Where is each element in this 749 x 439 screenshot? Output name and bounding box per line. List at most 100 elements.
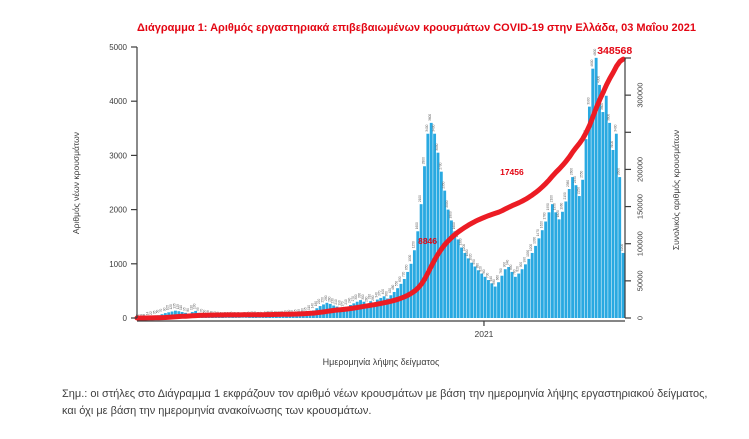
svg-text:70: 70 bbox=[159, 308, 163, 312]
svg-text:3400: 3400 bbox=[613, 124, 617, 131]
svg-text:1470: 1470 bbox=[536, 229, 540, 236]
svg-text:110: 110 bbox=[307, 305, 311, 310]
svg-text:1330: 1330 bbox=[533, 237, 537, 244]
svg-text:2600: 2600 bbox=[617, 168, 621, 175]
svg-text:780: 780 bbox=[499, 268, 503, 274]
svg-text:300: 300 bbox=[361, 294, 365, 300]
svg-text:17456: 17456 bbox=[500, 167, 524, 177]
svg-text:220: 220 bbox=[317, 299, 321, 305]
svg-text:110: 110 bbox=[179, 305, 183, 310]
svg-text:720: 720 bbox=[401, 271, 405, 277]
svg-text:3800: 3800 bbox=[600, 103, 604, 110]
svg-text:170: 170 bbox=[341, 301, 345, 307]
svg-text:200000: 200000 bbox=[636, 157, 645, 182]
svg-text:180: 180 bbox=[314, 301, 318, 307]
svg-text:150000: 150000 bbox=[636, 194, 645, 219]
svg-text:360: 360 bbox=[384, 291, 388, 297]
svg-text:280: 280 bbox=[324, 295, 328, 301]
svg-text:4300: 4300 bbox=[597, 76, 601, 83]
svg-text:210: 210 bbox=[334, 299, 338, 305]
svg-text:1780: 1780 bbox=[543, 212, 547, 219]
svg-text:50: 50 bbox=[156, 310, 160, 314]
svg-text:95: 95 bbox=[183, 307, 187, 311]
svg-text:28: 28 bbox=[209, 311, 213, 315]
svg-text:1250: 1250 bbox=[411, 241, 415, 248]
svg-text:300000: 300000 bbox=[636, 83, 645, 108]
svg-text:900: 900 bbox=[502, 262, 506, 268]
svg-text:1960: 1960 bbox=[559, 202, 563, 209]
svg-text:80: 80 bbox=[186, 308, 190, 312]
svg-text:820: 820 bbox=[479, 266, 483, 272]
svg-text:310: 310 bbox=[368, 294, 372, 300]
svg-text:3600: 3600 bbox=[428, 114, 432, 121]
svg-text:250: 250 bbox=[321, 297, 325, 303]
svg-text:240: 240 bbox=[347, 297, 351, 303]
svg-text:2000: 2000 bbox=[445, 200, 449, 207]
svg-text:2150: 2150 bbox=[563, 192, 567, 199]
svg-text:370: 370 bbox=[378, 290, 382, 296]
svg-text:3400: 3400 bbox=[425, 124, 429, 131]
footnote: Σημ.: οι στήλες στο Διάγραμμα 1 εκφράζου… bbox=[62, 388, 708, 418]
right-axis: 0 50000 100000 150000 200000 300000 bbox=[624, 57, 645, 320]
chart-title: Διάγραμμα 1: Αριθμός εργαστηριακά επιβεβ… bbox=[137, 22, 697, 34]
svg-text:230: 230 bbox=[331, 298, 335, 304]
x-axis-title: Ημερομηνία λήψης δείγματος bbox=[322, 357, 440, 367]
svg-text:2000: 2000 bbox=[109, 206, 127, 215]
svg-text:8846: 8846 bbox=[418, 236, 437, 246]
left-axis-title: Αριθμός νέων κρουσμάτων bbox=[71, 131, 81, 235]
svg-text:22: 22 bbox=[149, 311, 153, 315]
svg-text:1200: 1200 bbox=[620, 244, 624, 251]
svg-text:940: 940 bbox=[506, 260, 510, 266]
svg-text:480: 480 bbox=[391, 284, 395, 290]
svg-text:330: 330 bbox=[358, 293, 362, 299]
svg-text:50: 50 bbox=[203, 310, 207, 314]
svg-text:550: 550 bbox=[395, 281, 399, 287]
svg-text:38: 38 bbox=[206, 310, 210, 314]
svg-text:140: 140 bbox=[310, 303, 314, 309]
svg-text:4800: 4800 bbox=[593, 49, 597, 56]
svg-text:4600: 4600 bbox=[590, 59, 594, 66]
svg-text:348568: 348568 bbox=[597, 45, 632, 57]
svg-text:1300: 1300 bbox=[459, 238, 463, 245]
svg-text:90: 90 bbox=[162, 307, 166, 311]
svg-text:760: 760 bbox=[512, 269, 516, 275]
svg-text:640: 640 bbox=[489, 276, 493, 282]
svg-text:125: 125 bbox=[176, 304, 180, 310]
bar-value-labels: 2481422355070901051201351251109580110130… bbox=[135, 49, 624, 316]
svg-text:1800: 1800 bbox=[448, 211, 452, 218]
svg-text:2021: 2021 bbox=[475, 329, 494, 339]
svg-text:1620: 1620 bbox=[539, 221, 543, 228]
svg-text:850: 850 bbox=[405, 264, 409, 270]
svg-text:2600: 2600 bbox=[570, 168, 574, 175]
svg-text:700: 700 bbox=[485, 273, 489, 279]
svg-text:0: 0 bbox=[123, 314, 128, 323]
svg-text:1820: 1820 bbox=[556, 210, 560, 217]
svg-text:630: 630 bbox=[398, 276, 402, 282]
svg-text:130: 130 bbox=[193, 303, 197, 309]
left-axis: 0 1000 2000 3000 4000 5000 bbox=[109, 43, 138, 323]
cumulative-line bbox=[134, 56, 626, 321]
svg-text:660: 660 bbox=[496, 275, 500, 281]
svg-text:990: 990 bbox=[522, 257, 526, 263]
svg-text:2380: 2380 bbox=[566, 180, 570, 187]
svg-text:210: 210 bbox=[344, 299, 348, 305]
svg-text:50000: 50000 bbox=[636, 270, 645, 291]
svg-text:260: 260 bbox=[364, 296, 368, 302]
svg-text:1950: 1950 bbox=[546, 203, 550, 210]
svg-text:1600: 1600 bbox=[415, 222, 419, 229]
svg-text:580: 580 bbox=[492, 279, 496, 285]
svg-text:50: 50 bbox=[287, 310, 291, 314]
svg-text:2550: 2550 bbox=[580, 170, 584, 177]
bars-series bbox=[137, 57, 625, 319]
svg-text:2100: 2100 bbox=[418, 195, 422, 202]
svg-text:2450: 2450 bbox=[573, 176, 577, 183]
svg-text:260: 260 bbox=[327, 296, 331, 302]
svg-text:135: 135 bbox=[172, 303, 176, 309]
svg-text:4000: 4000 bbox=[109, 97, 127, 106]
svg-text:850: 850 bbox=[509, 264, 513, 270]
svg-text:3000: 3000 bbox=[109, 151, 127, 160]
svg-text:70: 70 bbox=[199, 308, 203, 312]
svg-text:2350: 2350 bbox=[442, 181, 446, 188]
svg-text:4: 4 bbox=[139, 314, 143, 316]
svg-text:280: 280 bbox=[371, 295, 375, 301]
